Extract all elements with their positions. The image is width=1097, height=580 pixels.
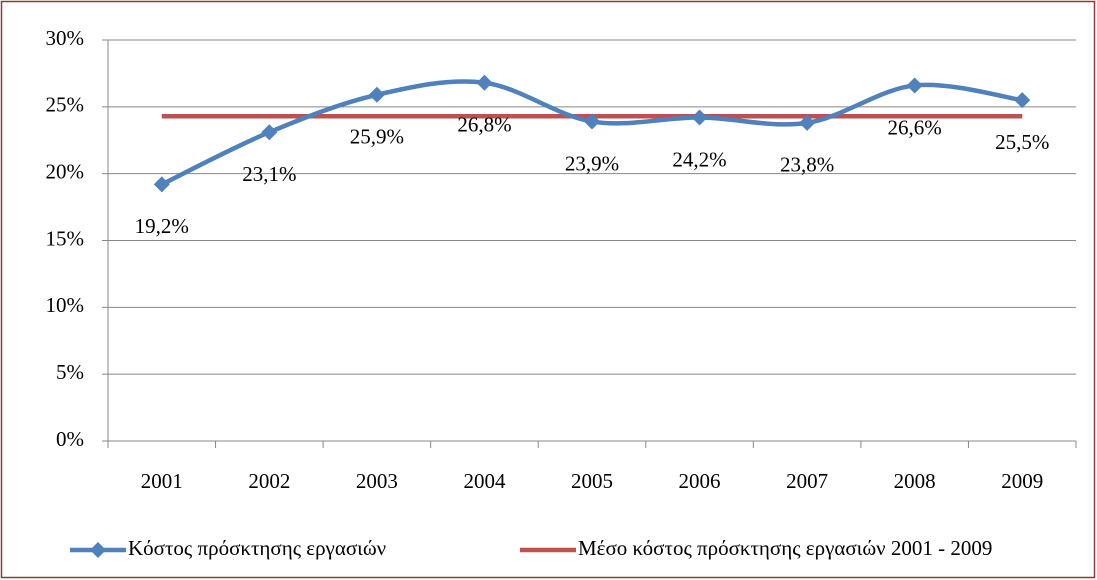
x-tick-label: 2004 (463, 469, 506, 493)
marker (691, 109, 708, 126)
y-tick-label: 5% (56, 360, 84, 384)
data-label: 23,8% (780, 153, 834, 177)
x-tick-label: 2008 (894, 469, 936, 493)
marker (584, 113, 600, 130)
y-tick-label: 30% (46, 26, 85, 50)
data-label: 23,1% (242, 162, 296, 186)
x-tick-label: 2002 (248, 469, 290, 493)
marker (799, 114, 816, 131)
marker (368, 86, 385, 103)
data-label: 23,9% (565, 151, 619, 175)
data-label: 19,2% (135, 214, 189, 238)
data-label: 26,8% (457, 113, 511, 137)
marker (476, 74, 493, 91)
legend-label: Κόστος πρόσκτησης εργασιών (128, 536, 386, 560)
x-tick-label: 2007 (786, 469, 828, 493)
legend-marker (90, 542, 106, 558)
x-tick-label: 2001 (141, 469, 183, 493)
x-tick-label: 2003 (356, 469, 398, 493)
x-tick-label: 2006 (679, 469, 721, 493)
data-label: 25,9% (350, 125, 404, 149)
marker (906, 77, 923, 94)
y-tick-label: 0% (56, 427, 84, 451)
x-tick-label: 2005 (571, 469, 613, 493)
marker (261, 124, 278, 141)
marker (153, 176, 170, 193)
marker (1014, 92, 1031, 109)
data-label: 24,2% (672, 147, 726, 171)
y-tick-label: 15% (46, 226, 85, 250)
y-tick-label: 25% (46, 93, 85, 117)
data-label: 26,6% (888, 115, 942, 139)
y-tick-label: 20% (46, 159, 85, 183)
legend-label: Μέσο κόστος πρόσκτησης εργασιών 2001 - 2… (578, 536, 992, 560)
x-tick-label: 2009 (1001, 469, 1043, 493)
y-tick-label: 10% (46, 293, 85, 317)
data-label: 25,5% (995, 130, 1049, 154)
